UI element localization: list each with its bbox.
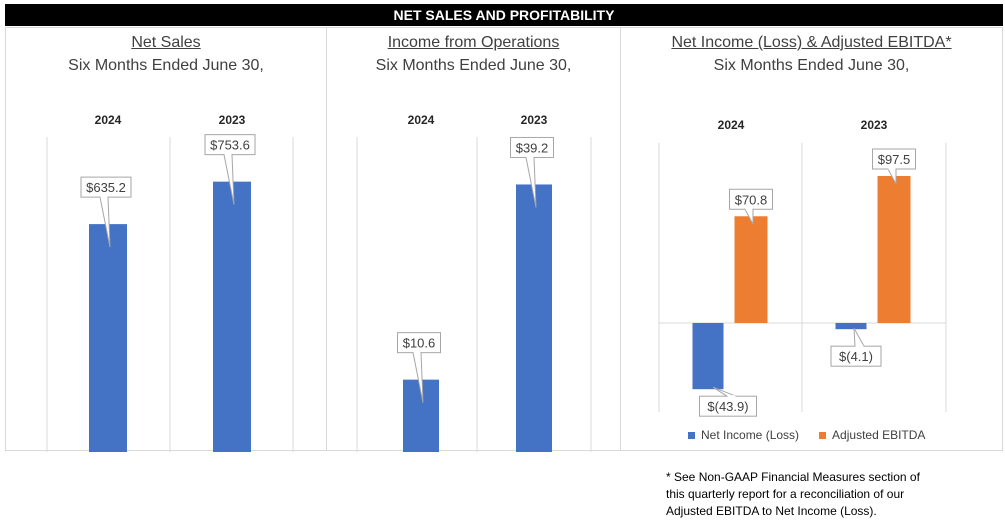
data-label-pointer [712, 386, 737, 397]
net-income-ebitda-panel: Net Income (Loss) & Adjusted EBITDA* Six… [620, 27, 1003, 451]
bar-adjusted-ebitda-2024 [734, 216, 768, 323]
net-income-ebitda-subtitle: Six Months Ended June 30, [713, 57, 910, 74]
category-label: 2023 [521, 113, 548, 127]
data-label: $39.2 [516, 140, 549, 155]
bar-2024 [89, 224, 127, 452]
net-sales-title: Net Sales [131, 34, 201, 51]
data-label-pointer [853, 327, 865, 347]
income-ops-chart: 2024 $10.6 2023 $39.2 [356, 113, 592, 452]
data-label: $635.2 [86, 180, 126, 195]
net-sales-subtitle: Six Months Ended June 30, [68, 57, 264, 74]
legend-swatch-net-income [688, 431, 695, 439]
data-label: $753.6 [210, 138, 250, 153]
footnote-line: this quarterly report for a reconciliati… [666, 487, 905, 501]
net-income-ebitda-chart: 2024 2023 $(43.9) $(4.1) $70.8 $97.5 [658, 118, 947, 417]
bar-2023 [213, 181, 251, 452]
net-income-ebitda-title: Net Income (Loss) & Adjusted EBITDA* [671, 34, 952, 51]
chart-title-bar: NET SALES AND PROFITABILITY [5, 4, 1003, 26]
net-sales-chart: 2024 $635.2 2023 $753.6 [46, 113, 294, 452]
category-label: 2023 [219, 113, 246, 127]
data-label: $(4.1) [839, 349, 873, 364]
bar-adjusted-ebitda-2023 [877, 176, 911, 323]
category-label: 2024 [718, 118, 745, 132]
income-ops-subtitle: Six Months Ended June 30, [375, 57, 572, 74]
footnote-line: * See Non-GAAP Financial Measures sectio… [666, 470, 920, 484]
legend-swatch-adjusted-ebitda [819, 431, 827, 439]
footnote: * See Non-GAAP Financial Measures sectio… [666, 469, 966, 520]
bar-net-income-loss--2024 [692, 323, 724, 390]
category-label: 2024 [408, 113, 435, 127]
legend: Net Income (Loss) Adjusted EBITDA [688, 428, 925, 442]
footnote-line: Adjusted EBITDA to Net Income (Loss). [666, 504, 877, 518]
data-label: $70.8 [735, 192, 768, 207]
legend-label-net-income: Net Income (Loss) [701, 428, 800, 442]
income-ops-title: Income from Operations [387, 34, 560, 51]
data-label: $97.5 [878, 152, 911, 167]
net-sales-panel: Net Sales Six Months Ended June 30, 2024… [5, 27, 327, 452]
bar-2023 [516, 184, 552, 452]
data-label: $10.6 [403, 336, 436, 351]
category-label: 2023 [861, 118, 888, 132]
category-label: 2024 [95, 113, 122, 127]
data-label: $(43.9) [707, 399, 748, 414]
bar-net-income-loss--2023 [835, 323, 867, 330]
income-ops-panel: Income from Operations Six Months Ended … [326, 27, 621, 452]
legend-label-adjusted-ebitda: Adjusted EBITDA [832, 428, 926, 442]
